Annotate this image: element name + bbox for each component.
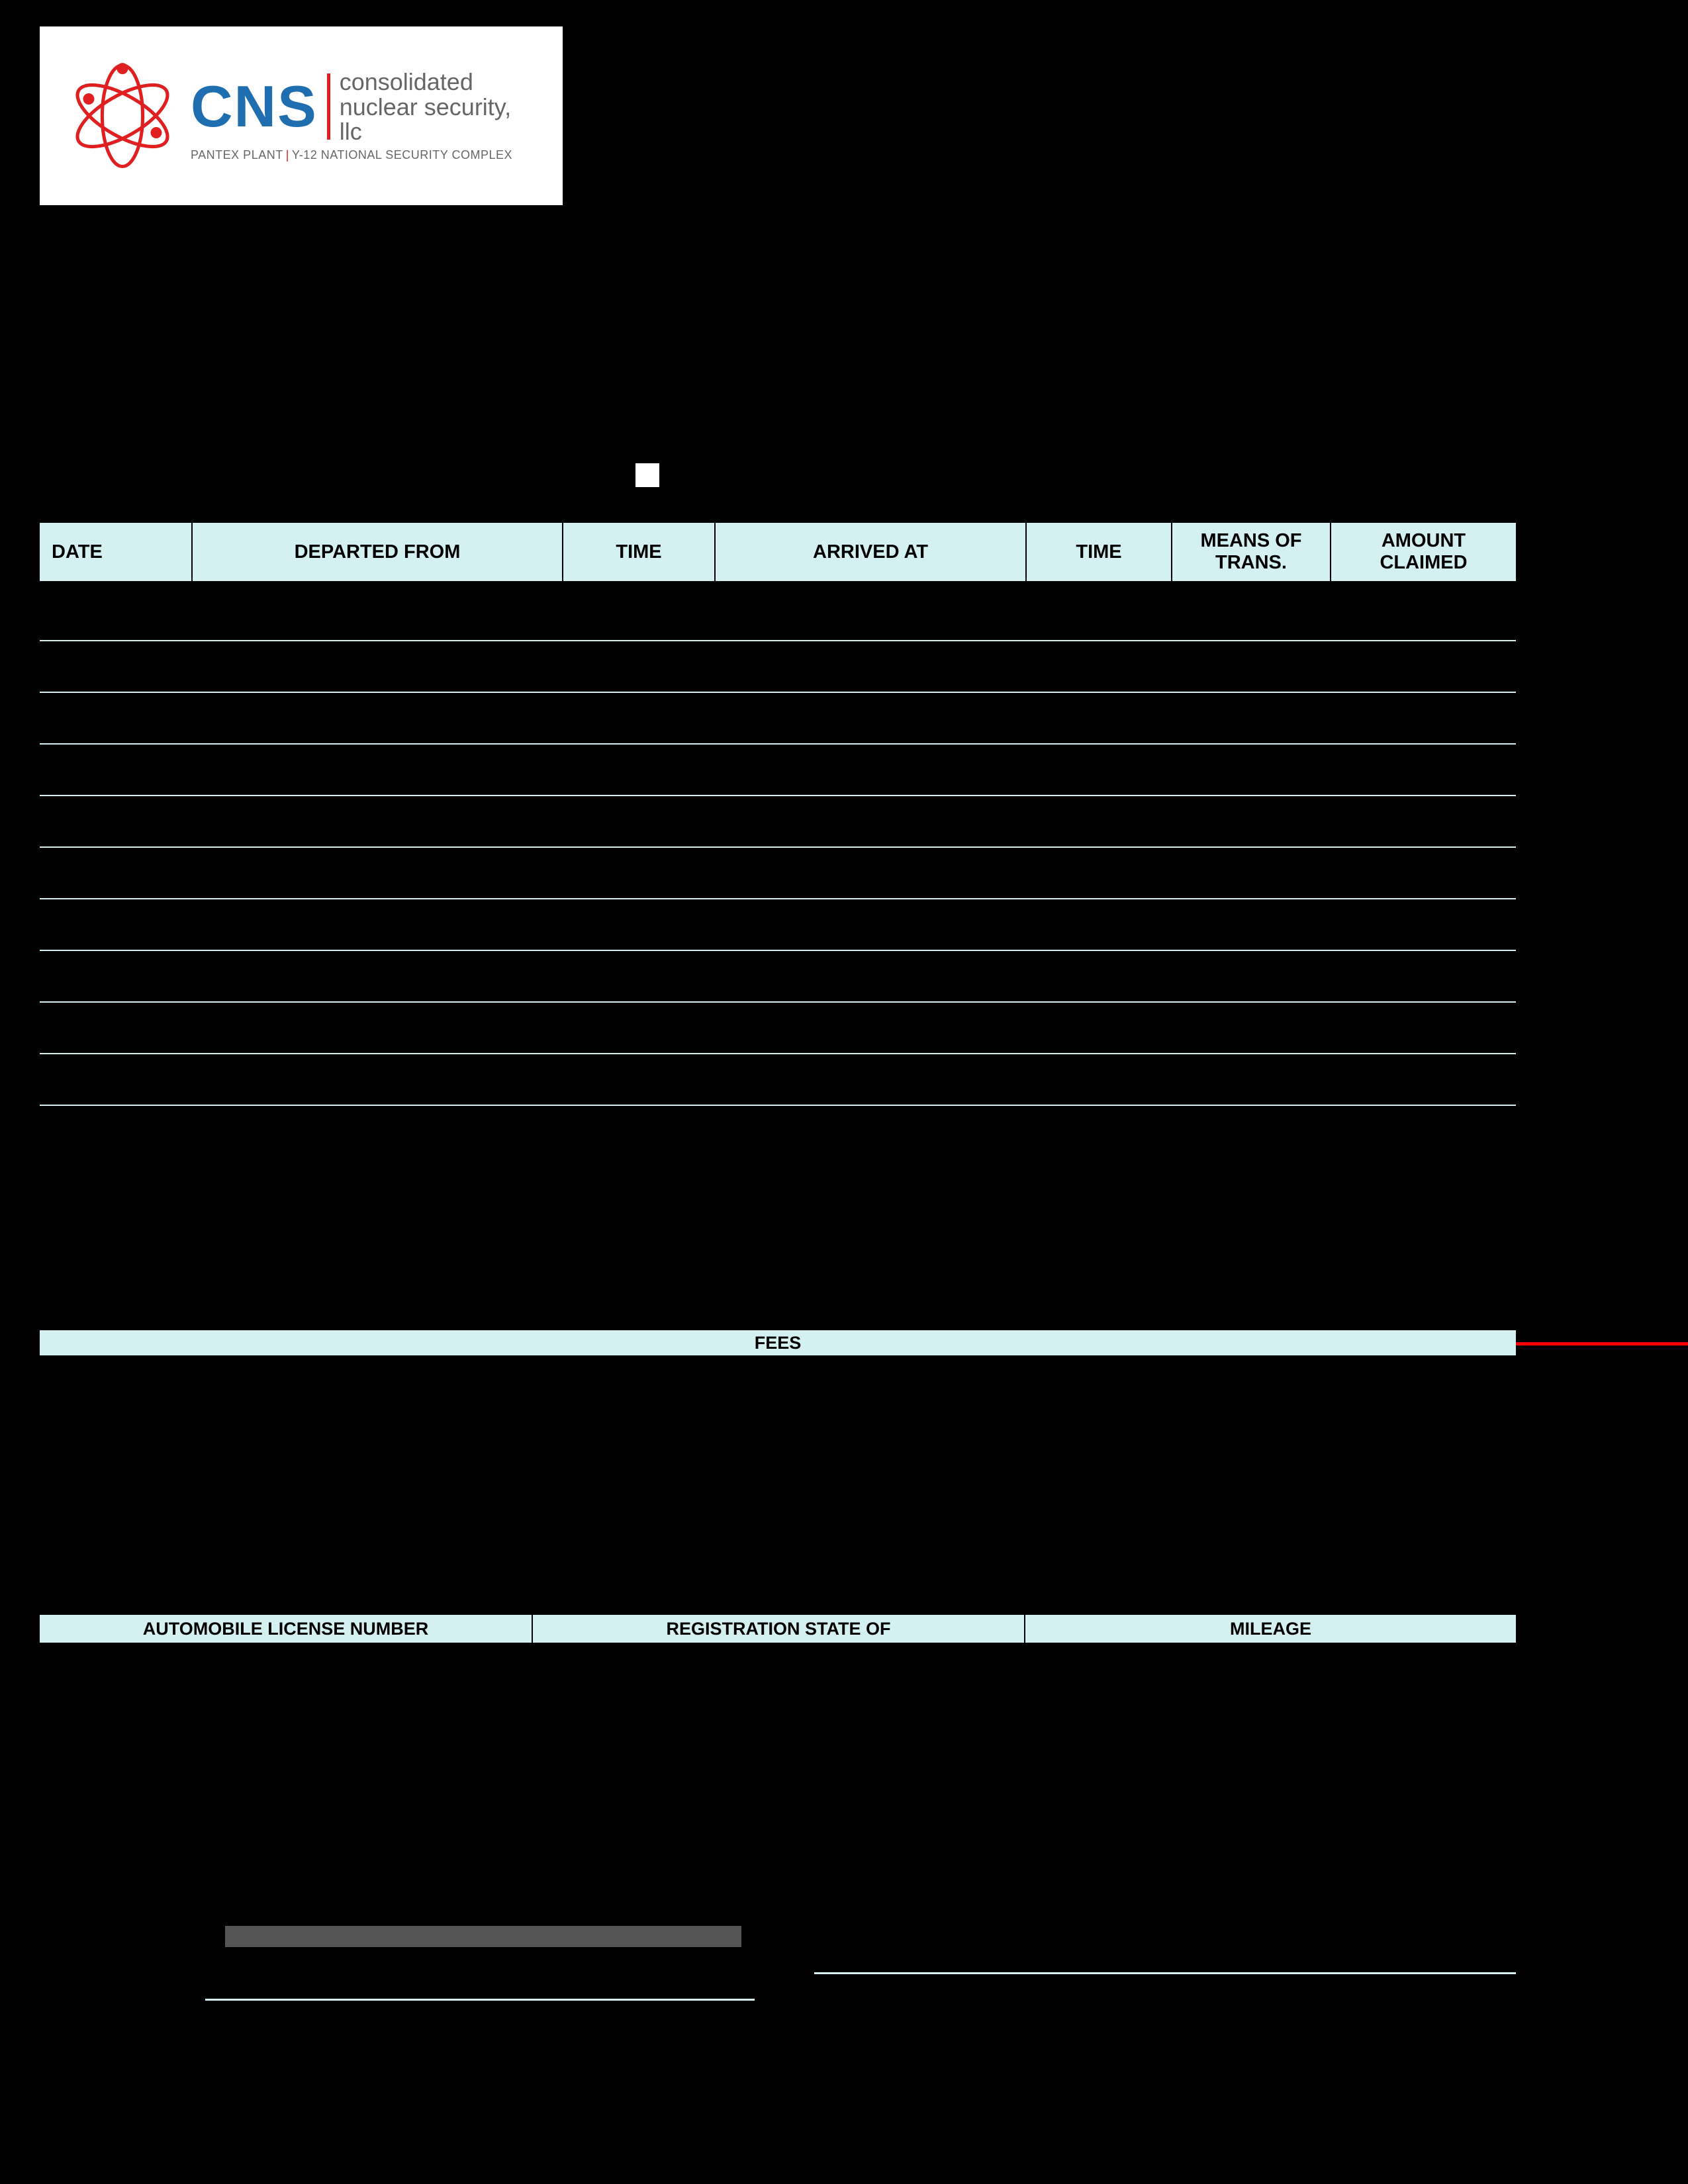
table-row (40, 692, 1516, 744)
col-departed: DEPARTED FROM (192, 523, 563, 581)
col-time2: TIME (1026, 523, 1172, 581)
logo-text-block: CNS consolidatednuclear security, llc PA… (191, 69, 536, 162)
table-row (40, 1054, 1516, 1105)
table-row (40, 950, 1516, 1002)
logo-subtitle: consolidatednuclear security, llc (340, 69, 536, 144)
table-row (40, 847, 1516, 899)
vehicle-table: AUTOMOBILE LICENSE NUMBER REGISTRATION S… (40, 1615, 1516, 1643)
table-row (40, 744, 1516, 796)
table-row (40, 899, 1516, 950)
transportation-rows (40, 581, 1516, 1105)
logo-acronym: CNS (191, 73, 318, 140)
logo-divider (327, 73, 330, 140)
col-means: MEANS OF TRANS. (1172, 523, 1331, 581)
col-amount: AMOUNT CLAIMED (1331, 523, 1516, 581)
checkbox-1[interactable] (635, 463, 659, 487)
col-regstate: REGISTRATION STATE OF (532, 1615, 1025, 1643)
signature-underline-1 (205, 1999, 755, 2001)
col-date: DATE (40, 523, 192, 581)
table-row (40, 581, 1516, 641)
table-row (40, 796, 1516, 847)
company-logo-box: CNS consolidatednuclear security, llc PA… (40, 26, 563, 205)
checkbox-region (635, 463, 659, 490)
col-arrived: ARRIVED AT (715, 523, 1026, 581)
atom-icon (66, 60, 179, 172)
transportation-table: DATE DEPARTED FROM TIME ARRIVED AT TIME … (40, 523, 1516, 1106)
col-license: AUTOMOBILE LICENSE NUMBER (40, 1615, 532, 1643)
signature-underline-2 (814, 1972, 1516, 1974)
col-mileage: MILEAGE (1025, 1615, 1516, 1643)
fees-section-header: FEES (40, 1330, 1516, 1355)
red-accent-line (1516, 1342, 1688, 1345)
table-row (40, 1002, 1516, 1054)
col-time1: TIME (563, 523, 715, 581)
logo-footer: PANTEX PLANT|Y-12 NATIONAL SECURITY COMP… (191, 148, 536, 162)
table-row (40, 641, 1516, 692)
signature-field-1[interactable] (225, 1926, 741, 1947)
